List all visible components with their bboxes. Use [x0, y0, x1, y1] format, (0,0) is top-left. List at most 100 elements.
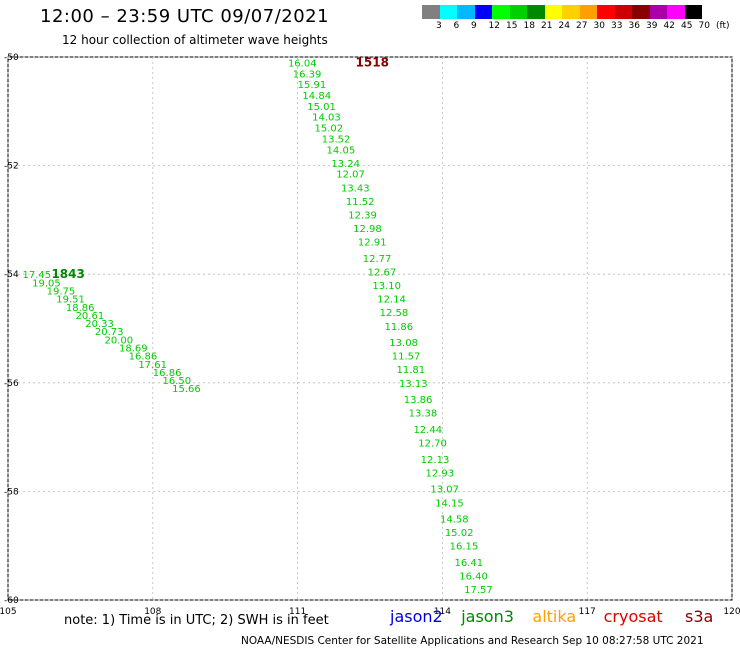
scale-swatch [527, 5, 545, 19]
swh-value: 13.38 [409, 409, 438, 420]
swh-value: 11.52 [346, 197, 375, 208]
swh-value: 12.39 [348, 210, 377, 221]
scale-swatch [492, 5, 510, 19]
scale-swatch [684, 5, 702, 19]
lat-tick-label: -54 [4, 270, 19, 280]
swh-value: 11.86 [384, 322, 413, 333]
swh-value: 12.67 [368, 267, 397, 278]
map-title: 12:00 – 23:59 UTC 09/07/2021 [40, 6, 330, 27]
swh-value: 18.86 [66, 303, 95, 314]
scale-swatch [597, 5, 615, 19]
map-subtitle: 12 hour collection of altimeter wave hei… [62, 33, 328, 47]
scale-label: 30 [593, 21, 605, 31]
swh-value: 13.24 [331, 159, 360, 170]
lon-tick-label: 105 [0, 607, 17, 617]
scale-label: 15 [506, 21, 518, 31]
scale-swatch [544, 5, 562, 19]
scale-swatch [614, 5, 632, 19]
lat-tick-label: -56 [4, 379, 19, 389]
swh-value: 14.58 [440, 515, 469, 526]
swh-value: 20.73 [95, 327, 124, 338]
swh-value: 18.69 [119, 344, 148, 355]
swh-value: 16.40 [459, 572, 488, 583]
swh-value: 14.84 [302, 91, 331, 102]
lat-tick-label: -60 [4, 596, 19, 606]
swh-value: 14.03 [312, 113, 341, 124]
swh-value: 13.13 [399, 379, 428, 390]
scale-swatch [509, 5, 527, 19]
swh-value: 16.86 [153, 368, 182, 379]
scale-label: 36 [628, 21, 640, 31]
swh-value: 17.61 [138, 360, 167, 371]
swh-value: 13.08 [389, 338, 418, 349]
scale-label: 9 [471, 21, 477, 31]
swh-value: 12.07 [336, 170, 365, 181]
scale-label: 33 [611, 21, 623, 31]
lon-tick-label: 111 [289, 607, 306, 617]
scale-swatch [649, 5, 667, 19]
scale-label: 21 [541, 21, 553, 31]
color-scale-bar [422, 5, 702, 19]
legend-entry-jason3: jason3 [461, 607, 514, 626]
swh-value: 13.07 [430, 485, 459, 496]
scale-swatch [667, 5, 685, 19]
swh-value: 13.52 [322, 134, 351, 145]
swh-value: 19.05 [32, 278, 61, 289]
legend-entry-s3a: s3a [685, 607, 714, 626]
lat-tick-label: -52 [4, 162, 19, 172]
swh-value: 13.10 [372, 281, 401, 292]
swh-value: 15.91 [298, 80, 327, 91]
swh-value: 12.93 [426, 468, 455, 479]
legend-entry-altika: altika [532, 607, 577, 626]
swh-value: 20.61 [76, 311, 105, 322]
swh-value: 11.57 [392, 352, 421, 363]
scale-label: 27 [576, 21, 588, 31]
scale-label: 70 [698, 21, 710, 31]
scale-swatch [474, 5, 492, 19]
swh-value: 12.98 [353, 224, 382, 235]
scale-label: 18 [523, 21, 535, 31]
swh-value: 12.14 [377, 295, 406, 306]
scale-label: 45 [681, 21, 693, 31]
scale-swatch [562, 5, 580, 19]
swh-value: 11.81 [397, 365, 426, 376]
swh-value: 16.41 [454, 558, 483, 569]
swh-value: 16.15 [450, 542, 479, 553]
swh-value: 12.44 [413, 425, 442, 436]
swh-value: 13.86 [404, 395, 433, 406]
swh-value: 15.02 [445, 528, 474, 539]
track-id-label: 1518 [356, 55, 389, 69]
swh-value: 16.50 [162, 376, 191, 387]
scale-swatch [439, 5, 457, 19]
swh-value: 16.04 [288, 58, 317, 69]
scale-label: 6 [453, 21, 460, 31]
swh-value: 14.05 [327, 145, 356, 156]
swh-value: 15.02 [314, 124, 343, 135]
scale-swatch [457, 5, 475, 19]
swh-value: 16.39 [293, 69, 322, 80]
swh-value: 12.58 [380, 308, 409, 319]
scale-label: 42 [663, 21, 675, 31]
track-id-label: 1843 [51, 267, 84, 281]
swh-value: 20.33 [85, 319, 114, 330]
scale-label: (ft) [716, 21, 730, 31]
swh-value: 12.91 [358, 238, 387, 249]
swh-value: 12.70 [418, 439, 447, 450]
lat-tick-label: -50 [4, 53, 19, 63]
swh-value: 19.51 [56, 295, 85, 306]
lon-tick-label: 120 [723, 607, 740, 617]
lon-tick-label: 114 [434, 607, 451, 617]
swh-value: 15.66 [172, 384, 201, 395]
legend-entry-jason2: jason2 [390, 607, 443, 626]
swh-value: 20.00 [105, 335, 134, 346]
swh-value: 13.43 [341, 183, 370, 194]
swh-value: 12.13 [421, 455, 450, 466]
swh-value: 14.15 [435, 498, 464, 509]
swh-value: 15.01 [307, 102, 336, 113]
swh-value: 17.45 [22, 270, 51, 281]
lat-tick-label: -58 [4, 487, 19, 497]
scale-label: 24 [558, 21, 570, 31]
legend-entry-cryosat: cryosat [603, 607, 663, 626]
footer-note: note: 1) Time is in UTC; 2) SWH is in fe… [64, 613, 329, 628]
swh-value: 16.86 [129, 352, 158, 363]
